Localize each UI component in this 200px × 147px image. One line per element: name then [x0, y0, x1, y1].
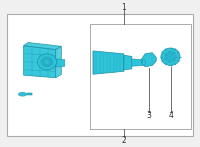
Polygon shape [56, 46, 61, 78]
Text: 4: 4 [169, 111, 174, 120]
Polygon shape [19, 92, 27, 96]
Polygon shape [27, 93, 32, 95]
Ellipse shape [44, 59, 50, 65]
Polygon shape [24, 46, 56, 78]
Text: 2: 2 [121, 136, 126, 145]
Polygon shape [124, 55, 132, 70]
Ellipse shape [142, 60, 145, 65]
Ellipse shape [41, 57, 53, 67]
Polygon shape [57, 59, 65, 67]
Ellipse shape [164, 51, 177, 62]
Polygon shape [132, 59, 144, 66]
Polygon shape [24, 42, 61, 50]
Polygon shape [93, 51, 124, 74]
Ellipse shape [161, 48, 180, 66]
Ellipse shape [37, 54, 57, 70]
Bar [90, 24, 191, 129]
Polygon shape [141, 53, 156, 67]
Text: 3: 3 [147, 111, 152, 120]
Text: 1: 1 [121, 3, 126, 12]
Bar [7, 14, 193, 136]
